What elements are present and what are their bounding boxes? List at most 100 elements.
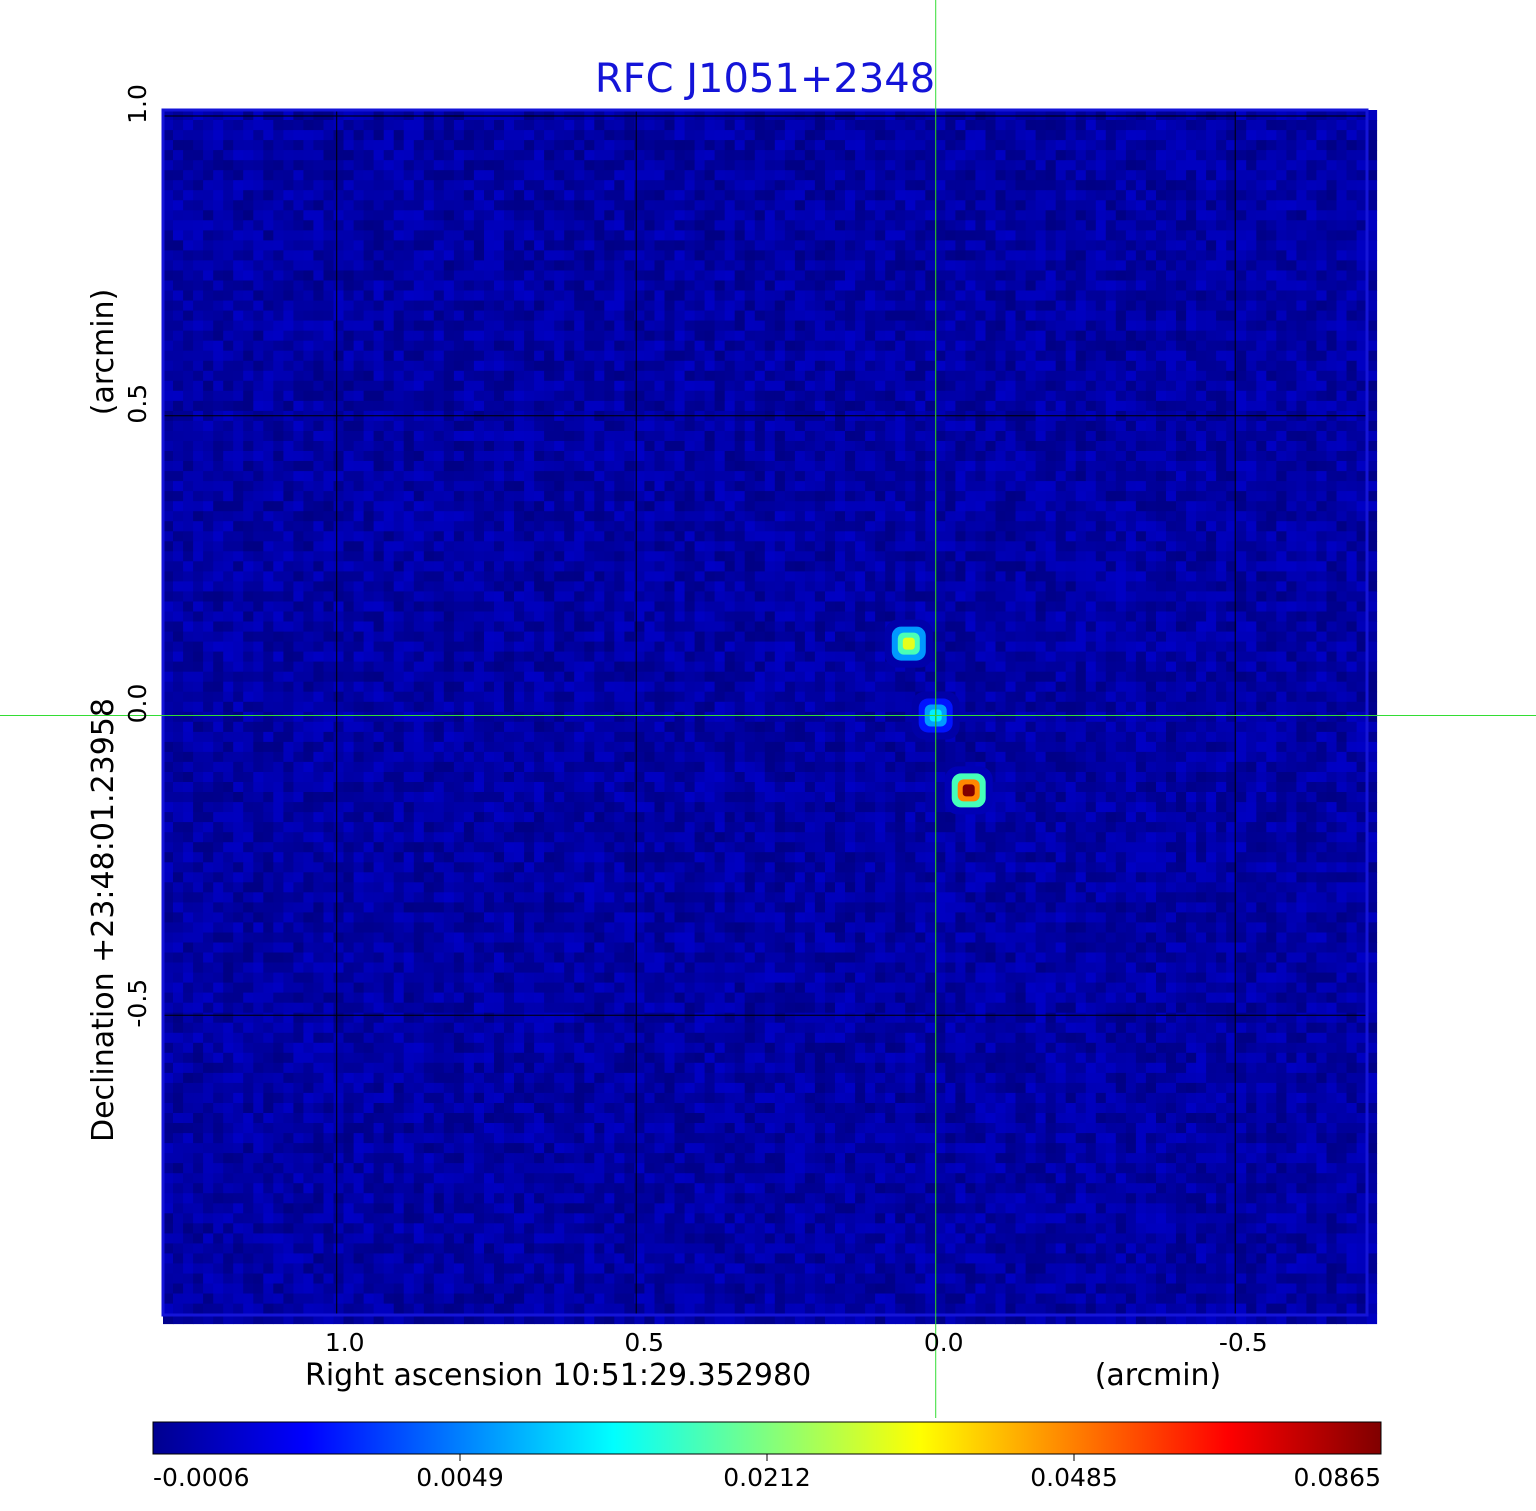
map-pixel [985,110,996,121]
map-pixel [945,260,956,271]
map-pixel [203,190,214,201]
map-pixel [163,451,174,462]
map-pixel [283,461,294,472]
map-pixel [163,160,174,171]
map-pixel [915,451,926,462]
map-pixel [724,400,736,412]
map-pixel [1206,431,1217,442]
map-pixel [283,330,294,342]
map-pixel [584,290,595,301]
map-pixel [604,320,615,332]
map-pixel [183,431,194,442]
map-pixel [564,150,575,161]
map-pixel [433,491,445,502]
map-pixel [193,481,204,492]
map-pixel [1085,340,1097,352]
map-pixel [935,451,946,462]
map-pixel [825,120,836,131]
map-pixel [985,451,996,462]
map-pixel [163,120,174,131]
map-pixel [514,290,525,301]
map-pixel [213,320,224,332]
map-pixel [1186,330,1197,342]
map-pixel [1346,481,1357,492]
map-pixel [674,300,685,312]
map-pixel [744,250,756,261]
map-pixel [484,320,495,332]
map-pixel [403,521,415,532]
map-pixel [975,390,986,402]
map-pixel [995,461,1006,472]
map-pixel [1065,431,1077,442]
map-pixel [704,310,716,322]
map-pixel [1176,461,1187,472]
map-pixel [754,310,766,322]
map-pixel [544,330,555,342]
map-pixel [794,160,806,171]
map-pixel [905,471,916,482]
map-pixel [794,461,806,472]
map-pixel [1035,471,1047,482]
map-pixel [1286,360,1297,372]
map-pixel [273,340,284,352]
map-pixel [855,350,866,362]
map-pixel [383,491,395,502]
map-pixel [1286,370,1297,382]
map-pixel [955,370,966,382]
map-pixel [453,441,465,452]
map-pixel [885,390,896,402]
map-pixel [193,210,204,221]
map-pixel [865,300,876,312]
map-pixel [253,511,264,522]
map-pixel [855,461,866,472]
map-pixel [353,140,365,151]
map-pixel [1005,441,1016,452]
map-pixel [935,441,946,452]
map-pixel [494,441,505,452]
map-pixel [383,200,395,211]
map-pixel [1115,230,1127,241]
map-pixel [985,170,996,181]
map-pixel [1276,481,1287,492]
map-pixel [564,290,575,301]
map-pixel [484,160,495,171]
map-pixel [494,400,505,412]
map-pixel [975,180,986,191]
map-pixel [1256,210,1267,221]
map-pixel [734,511,746,522]
map-pixel [694,130,706,141]
map-pixel [1336,400,1347,412]
map-pixel [1306,310,1317,322]
map-pixel [484,300,495,312]
map-pixel [604,160,615,171]
map-pixel [875,220,886,231]
map-pixel [835,330,846,342]
map-pixel [1145,300,1157,312]
map-pixel [564,431,575,442]
map-pixel [654,461,665,472]
map-pixel [1186,420,1197,432]
map-pixel [1176,481,1187,492]
map-pixel [825,160,836,171]
map-pixel [1346,250,1357,261]
map-pixel [995,200,1006,211]
map-pixel [393,200,405,211]
map-pixel [213,511,224,522]
map-pixel [1095,220,1107,231]
map-pixel [413,451,425,462]
map-pixel [1075,270,1087,281]
map-pixel [1055,451,1067,462]
map-pixel [373,400,385,412]
map-pixel [915,220,926,231]
map-pixel [413,340,425,352]
map-pixel [373,200,385,211]
map-pixel [1206,360,1217,372]
map-pixel [935,501,946,512]
map-pixel [213,481,224,492]
map-pixel [1266,360,1277,372]
map-pixel [1196,420,1207,432]
map-pixel [413,270,425,281]
map-pixel [604,481,615,492]
map-pixel [1015,180,1026,191]
map-pixel [514,120,525,131]
